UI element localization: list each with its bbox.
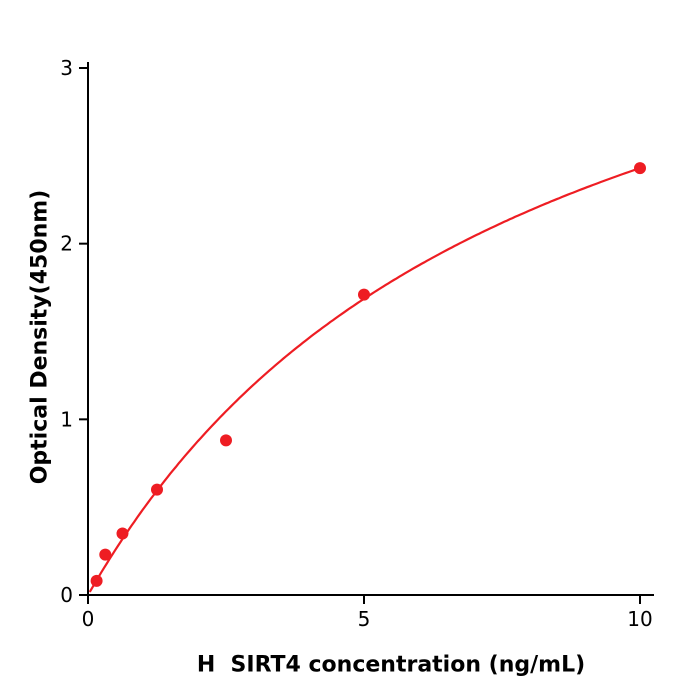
data-point bbox=[90, 574, 103, 587]
y-tick-label: 3 bbox=[60, 56, 73, 80]
y-tick-label: 2 bbox=[60, 232, 73, 256]
y-axis-label: Optical Density(450nm) bbox=[27, 189, 53, 485]
data-point bbox=[634, 162, 646, 175]
x-tick-label: 0 bbox=[82, 607, 95, 631]
data-point bbox=[358, 288, 370, 301]
fit-curve bbox=[89, 167, 641, 593]
data-point bbox=[116, 527, 129, 540]
y-tick-label: 0 bbox=[60, 583, 73, 607]
x-axis-label: H SIRT4 concentration (ng/mL) bbox=[196, 652, 586, 678]
x-tick-label: 5 bbox=[358, 607, 371, 631]
data-point bbox=[220, 434, 232, 447]
y-tick-label: 1 bbox=[60, 407, 73, 431]
x-tick-label: 10 bbox=[627, 607, 652, 631]
data-point bbox=[151, 483, 163, 496]
data-point bbox=[99, 548, 112, 561]
